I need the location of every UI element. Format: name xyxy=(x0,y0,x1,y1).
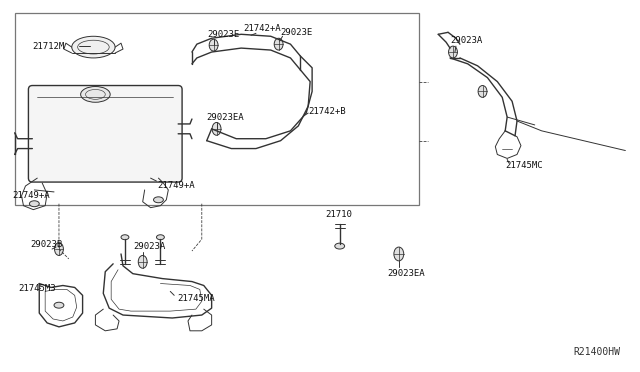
Text: 29023E: 29023E xyxy=(208,30,240,39)
Text: 29023A: 29023A xyxy=(450,36,483,45)
Text: 29023A: 29023A xyxy=(133,241,165,251)
Ellipse shape xyxy=(209,39,218,51)
Text: 21742+B: 21742+B xyxy=(308,107,346,116)
FancyBboxPatch shape xyxy=(28,86,182,182)
Text: 21749+A: 21749+A xyxy=(157,180,195,189)
Ellipse shape xyxy=(138,256,147,268)
Text: 29023EA: 29023EA xyxy=(387,269,424,278)
Ellipse shape xyxy=(156,235,164,240)
Ellipse shape xyxy=(154,197,163,203)
Ellipse shape xyxy=(449,46,458,58)
Ellipse shape xyxy=(54,243,63,256)
Ellipse shape xyxy=(72,36,115,58)
Ellipse shape xyxy=(274,38,283,50)
Text: 21710: 21710 xyxy=(325,210,352,219)
Ellipse shape xyxy=(81,87,110,102)
Ellipse shape xyxy=(29,201,39,207)
Ellipse shape xyxy=(478,86,487,97)
Ellipse shape xyxy=(394,247,404,261)
Text: 21712M: 21712M xyxy=(33,42,65,51)
Text: 21745M3: 21745M3 xyxy=(19,284,56,293)
Text: 29023EA: 29023EA xyxy=(207,113,244,122)
Text: R21400HW: R21400HW xyxy=(573,347,620,357)
Text: 21745MC: 21745MC xyxy=(505,161,543,170)
Text: 21745MA: 21745MA xyxy=(177,294,215,303)
Bar xyxy=(15,13,419,205)
Text: 29023E: 29023E xyxy=(280,28,313,37)
Text: 29023B: 29023B xyxy=(30,240,63,248)
Ellipse shape xyxy=(121,235,129,240)
Ellipse shape xyxy=(335,243,344,249)
Text: 21749+A: 21749+A xyxy=(13,191,51,201)
Text: 21742+A: 21742+A xyxy=(243,24,281,33)
Ellipse shape xyxy=(54,302,64,308)
Ellipse shape xyxy=(212,122,221,135)
